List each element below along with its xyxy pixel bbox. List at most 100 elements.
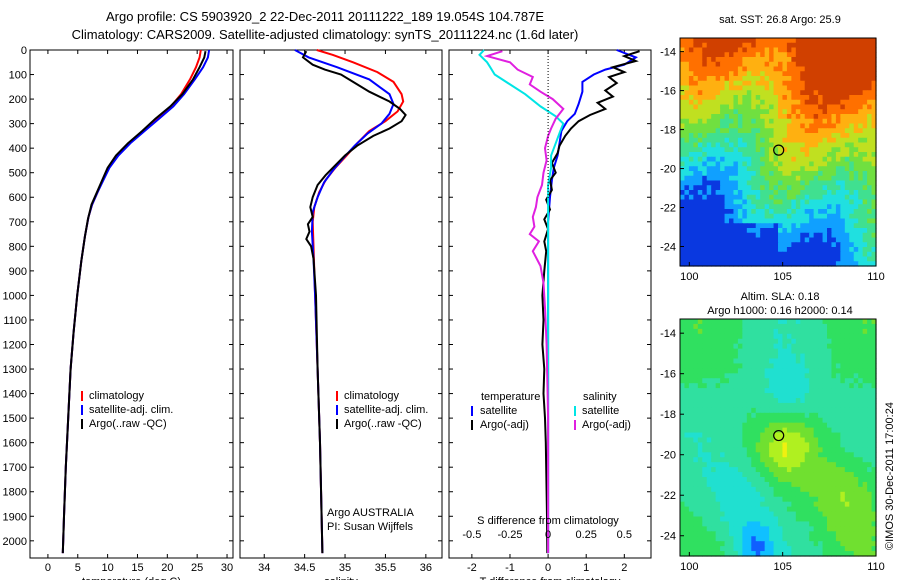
sla-map-cell — [831, 368, 837, 374]
sst-map-cell — [702, 228, 708, 234]
sla-map-cell — [844, 546, 850, 552]
sla-map-cell — [715, 541, 721, 547]
sla-map-cell — [724, 407, 730, 414]
sla-map-cell — [751, 481, 757, 488]
sla-map-cell — [729, 442, 735, 448]
sst-map-cell — [867, 237, 873, 243]
sla-map-cell — [755, 432, 761, 439]
sla-map-cell — [831, 541, 837, 547]
sst-map-cell — [818, 251, 824, 258]
sla-map-cell — [729, 402, 735, 409]
sst-map-cell — [693, 251, 699, 258]
sla-map-cell — [844, 358, 850, 365]
sla-map-cell — [800, 427, 806, 434]
sst-map-cell — [769, 52, 775, 58]
sla-map-cell — [742, 516, 748, 523]
sst-map-cell — [778, 256, 784, 262]
sst-map-cell — [733, 256, 739, 262]
sla-map-cell — [804, 393, 810, 399]
sst-map-cell — [822, 95, 828, 101]
sla-map-cell — [809, 521, 815, 527]
sla-map-cell — [720, 442, 726, 448]
sst-map-cell — [871, 71, 877, 77]
sst-map-cell — [782, 133, 788, 139]
sla-map-cell — [800, 388, 806, 394]
sst-map-cell — [702, 152, 708, 158]
sla-map-cell — [773, 477, 779, 483]
sla-map-cell — [795, 447, 801, 453]
sla-map-cell — [840, 481, 846, 488]
sst-map-cell — [853, 218, 859, 224]
sst-map-cell — [711, 142, 717, 148]
sst-map-cell — [827, 52, 833, 58]
sst-map-cell — [791, 247, 797, 253]
sla-map-cell — [862, 373, 868, 379]
sst-map-cell — [755, 142, 761, 148]
sla-map-cell — [827, 457, 833, 463]
sla-map-cell — [764, 491, 770, 498]
sla-map-cell — [840, 417, 846, 424]
sla-map-cell — [871, 516, 877, 523]
sst-map-cell — [867, 118, 873, 125]
sla-map-cell — [773, 363, 779, 369]
sla-map-cell — [773, 526, 779, 532]
sst-map-cell — [840, 47, 846, 53]
sla-map-cell — [760, 427, 766, 434]
sst-map-cell — [769, 194, 775, 201]
sst-map-cell — [720, 185, 726, 191]
sst-map-cell — [804, 232, 810, 239]
sla-map-cell — [769, 328, 775, 335]
sst-map-cell — [724, 42, 730, 49]
sst-map-cell — [862, 104, 868, 110]
sla-map-cell — [733, 477, 739, 483]
sst-map-cell — [693, 42, 699, 49]
sla-map-cell — [782, 393, 788, 399]
sst-map-cell — [862, 123, 868, 129]
sla-map-cell — [840, 511, 846, 518]
sst-map-cell — [844, 152, 850, 158]
sst-map-cell — [849, 128, 855, 134]
sla-map-cell — [773, 462, 779, 468]
sst-map-cell — [733, 147, 739, 153]
sla-map-cell — [693, 452, 699, 458]
sst-map-cell — [840, 232, 846, 239]
sla-map-cell — [769, 373, 775, 379]
sst-map-cell — [680, 118, 686, 125]
sst-map-cell — [746, 118, 752, 125]
sla-map-cell — [831, 363, 837, 369]
sla-map-cell — [742, 328, 748, 335]
sst-map-cell — [782, 194, 788, 201]
sla-map-cell — [778, 368, 784, 374]
sla-map-cell — [786, 383, 792, 389]
sla-map-cell — [840, 363, 846, 369]
sst-map-cell — [715, 232, 721, 239]
sla-map-cell — [737, 402, 743, 409]
sla-map-cell — [733, 486, 739, 493]
sst-map-cell — [862, 152, 868, 158]
sst-map-cell — [711, 147, 717, 153]
sla-map-cell — [849, 467, 855, 473]
sst-map-ytick-label: -24 — [660, 242, 676, 254]
sst-map-cell — [702, 166, 708, 172]
sst-map-cell — [697, 213, 703, 220]
sst-map-cell — [831, 251, 837, 258]
sla-map-cell — [804, 338, 810, 345]
sst-map-cell — [822, 52, 828, 58]
sst-map-cell — [844, 95, 850, 101]
sla-map-cell — [711, 437, 717, 444]
sla-map-cell — [706, 412, 712, 419]
sst-map-cell — [844, 223, 850, 229]
sst-map-cell — [800, 209, 806, 215]
sla-map-cell — [862, 412, 868, 419]
sst-map-cell — [733, 209, 739, 215]
sst-map-cell — [697, 204, 703, 210]
sla-map-cell — [813, 472, 819, 478]
sst-map-cell — [693, 166, 699, 172]
temp-diff-legend-heading: temperature — [481, 391, 540, 403]
sla-map-cell — [862, 442, 868, 448]
sst-map-cell — [697, 180, 703, 186]
sla-map-cell — [867, 378, 873, 384]
sst-map-cell — [862, 61, 868, 68]
sla-map-cell — [778, 343, 784, 350]
sla-map-cell — [720, 452, 726, 458]
